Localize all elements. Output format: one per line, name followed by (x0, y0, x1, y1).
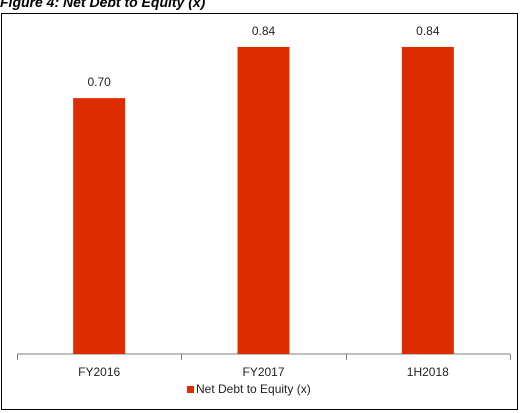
data-label: 0.70 (87, 75, 111, 89)
x-tick-label: FY2017 (242, 365, 284, 379)
bar (401, 46, 454, 354)
bar (73, 98, 126, 354)
data-label: 0.84 (416, 24, 440, 38)
legend-label: Net Debt to Equity (x) (196, 382, 311, 396)
legend-swatch (187, 386, 194, 393)
chart-frame (1, 13, 518, 410)
bar (237, 46, 290, 354)
x-tick-label: FY2016 (78, 365, 120, 379)
data-label: 0.84 (252, 24, 276, 38)
chart-title: Figure 4: Net Debt to Equity (x) (0, 0, 206, 10)
x-tick-label: 1H2018 (407, 365, 449, 379)
